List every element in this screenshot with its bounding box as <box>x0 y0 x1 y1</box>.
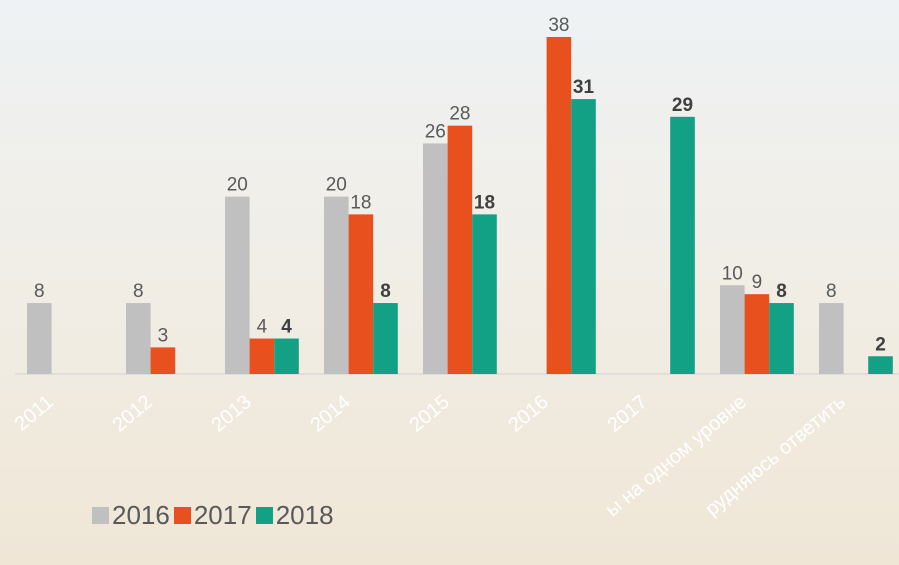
value-label: 18 <box>350 192 371 213</box>
legend: 2016 2017 2018 <box>92 500 342 530</box>
bar <box>274 338 299 374</box>
bar <box>819 303 844 374</box>
x-tick-label: 2015 <box>405 391 453 436</box>
value-label: 9 <box>752 272 763 293</box>
bar <box>373 303 398 374</box>
legend-swatch <box>92 506 109 524</box>
legend-item: 2016 <box>92 500 170 530</box>
bar <box>447 125 473 375</box>
value-label: 4 <box>257 317 268 338</box>
bar <box>249 338 275 374</box>
bar <box>423 143 448 374</box>
legend-item: 2018 <box>255 500 334 530</box>
bar <box>126 303 151 374</box>
legend-swatch <box>255 506 273 524</box>
legend-label: 2016 <box>112 500 170 530</box>
value-label: 10 <box>722 263 743 284</box>
x-tick-label: 2013 <box>207 391 255 436</box>
x-tick-label: 2016 <box>504 391 552 436</box>
bar <box>225 196 250 374</box>
legend-label: 2017 <box>193 500 252 530</box>
value-label: 20 <box>326 175 347 196</box>
legend-label: 2018 <box>275 500 334 530</box>
legend-item: 2017 <box>173 500 252 530</box>
value-label: 18 <box>474 192 495 213</box>
bar <box>150 347 176 374</box>
bar <box>670 116 695 374</box>
value-label: 8 <box>133 281 144 302</box>
value-label: 29 <box>672 95 693 116</box>
x-tick-label: 2014 <box>306 391 354 436</box>
legend-swatch <box>173 506 191 524</box>
bar <box>720 285 745 374</box>
x-tick-label: 2017 <box>603 391 651 436</box>
bar <box>744 294 770 374</box>
bar <box>769 303 794 374</box>
value-label: 8 <box>34 281 45 302</box>
value-label: 38 <box>548 15 569 36</box>
value-label: 2 <box>875 334 886 355</box>
value-label: 8 <box>776 281 787 302</box>
bar <box>27 303 52 374</box>
value-label: 26 <box>425 121 446 142</box>
value-label: 28 <box>449 104 470 125</box>
value-label: 3 <box>158 325 169 346</box>
bar <box>868 356 893 374</box>
value-label: 20 <box>227 175 248 196</box>
x-tick-label: 2011 <box>11 391 58 436</box>
bar <box>348 214 374 374</box>
value-label: 4 <box>281 317 292 338</box>
value-label: 8 <box>380 281 391 302</box>
value-label: 8 <box>826 281 837 302</box>
bar <box>546 37 572 374</box>
x-tick-label: 2012 <box>108 391 156 436</box>
bar <box>472 214 497 374</box>
bar <box>571 99 596 374</box>
bar <box>324 196 349 374</box>
value-label: 31 <box>573 77 595 98</box>
